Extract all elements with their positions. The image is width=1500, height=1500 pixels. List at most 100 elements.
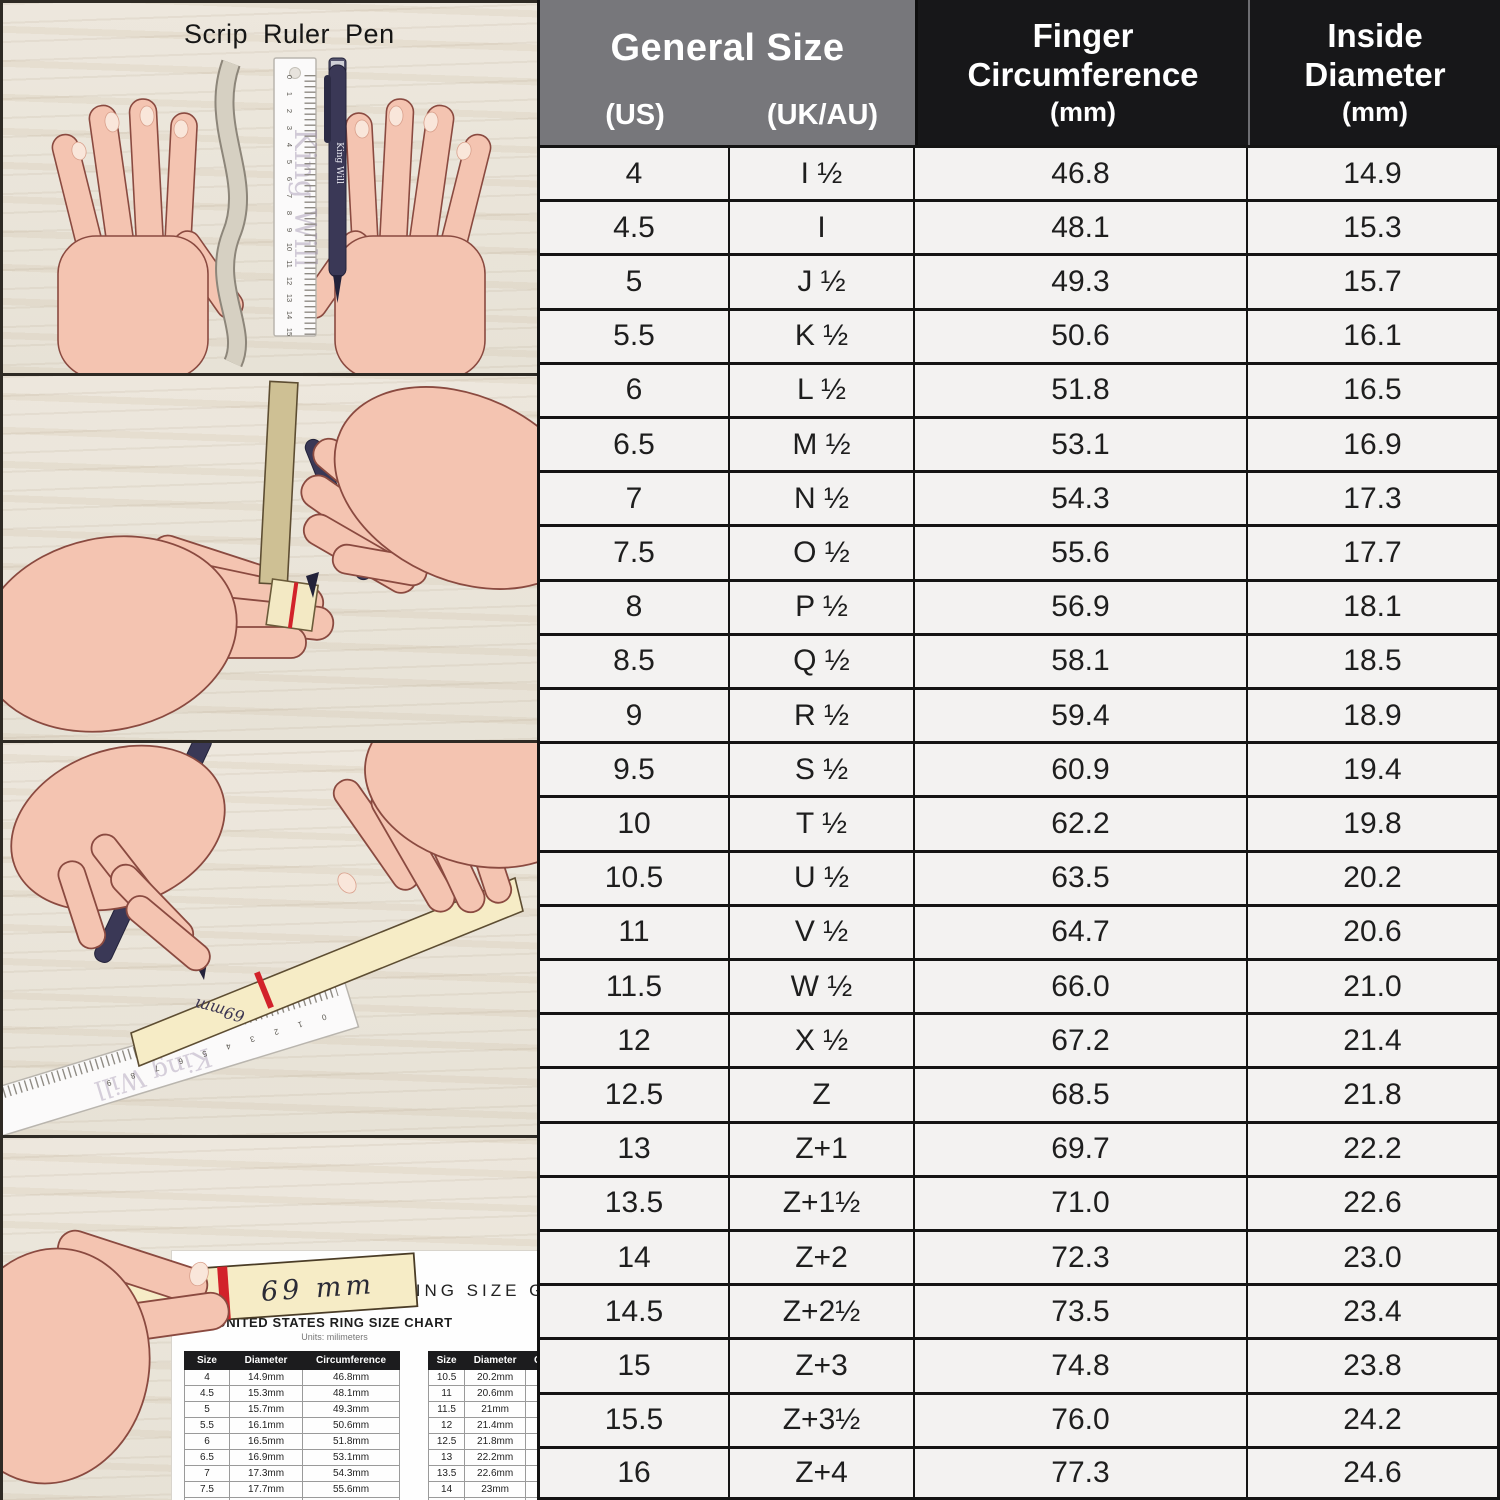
cell-ukau-size: S ½ xyxy=(730,744,915,796)
pen-brand-text: King Will xyxy=(334,142,344,184)
mini-header-diameter: Diameter xyxy=(229,1351,303,1370)
cell-ukau-size: W ½ xyxy=(730,961,915,1013)
cell-inside-diameter: 18.1 xyxy=(1248,581,1500,633)
mini-table-row: 14 23mm 72.3mm xyxy=(427,1481,537,1498)
cell-ukau-size: X ½ xyxy=(730,1015,915,1067)
mini-cell-diameter: 21.8mm xyxy=(464,1433,527,1450)
ruler-hole xyxy=(289,67,301,79)
mini-table-row: 12.5 21.8mm 68.5mm xyxy=(427,1433,537,1450)
cell-inside-diameter: 18.9 xyxy=(1248,690,1500,742)
table-row: 12 X ½ 67.2 21.4 xyxy=(540,1012,1500,1067)
cell-ukau-size: Z+1½ xyxy=(730,1177,915,1229)
table-row: 5.5 K ½ 50.6 16.1 xyxy=(540,307,1500,362)
cell-ukau-size: O ½ xyxy=(730,527,915,579)
mini-cell-diameter: 17.7mm xyxy=(229,1481,303,1498)
svg-text:5: 5 xyxy=(201,1049,208,1059)
mini-cell-circumference: 51.8mm xyxy=(302,1433,400,1450)
mini-table-row: 6.5 16.9mm 53.1mm xyxy=(184,1449,400,1466)
svg-text:2: 2 xyxy=(285,109,294,113)
ring-size-table: General Size (US) (UK/AU) Finger Circumf… xyxy=(537,0,1500,1500)
cell-inside-diameter: 15.3 xyxy=(1248,202,1500,254)
cell-ukau-size: T ½ xyxy=(730,798,915,850)
cell-us-size: 15.5 xyxy=(540,1394,730,1446)
cell-inside-diameter: 21.4 xyxy=(1248,1015,1500,1067)
cell-ukau-size: Z+3 xyxy=(730,1340,915,1392)
cell-inside-diameter: 19.4 xyxy=(1248,744,1500,796)
mini-cell-diameter: 20.2mm xyxy=(464,1369,527,1386)
cell-finger-circumference: 46.8 xyxy=(915,148,1248,200)
mini-table-row: 13.5 22.6mm 71mm xyxy=(427,1465,537,1482)
table-row: 10.5 U ½ 63.5 20.2 xyxy=(540,849,1500,904)
header-general-size: General Size (US) (UK/AU) xyxy=(540,0,915,145)
mini-cell-size: 6.5 xyxy=(184,1449,230,1466)
mini-header-diameter: Diameter xyxy=(464,1351,527,1370)
paper-strip-illustration xyxy=(214,59,249,368)
cell-us-size: 14.5 xyxy=(540,1286,730,1338)
cell-finger-circumference: 72.3 xyxy=(915,1232,1248,1284)
pen-tip xyxy=(306,572,319,598)
cell-us-size: 8 xyxy=(540,581,730,633)
cell-inside-diameter: 22.6 xyxy=(1248,1177,1500,1229)
ruler-brand-watermark: King Will xyxy=(287,128,322,267)
svg-text:15: 15 xyxy=(285,328,294,336)
mini-table-row: 7 17.3mm 54.3mm xyxy=(184,1465,400,1482)
mini-table-row: 13 22.2mm 69.7mm xyxy=(427,1449,537,1466)
header-inside-diameter: Inside Diameter (mm) xyxy=(1248,0,1500,145)
mini-table-row: 5.5 16.1mm 50.6mm xyxy=(184,1417,400,1434)
table-row: 13.5 Z+1½ 71.0 22.6 xyxy=(540,1174,1500,1229)
mini-table-row: 6 16.5mm 51.8mm xyxy=(184,1433,400,1450)
mini-cell-diameter: 16.5mm xyxy=(229,1433,303,1450)
cell-inside-diameter: 17.7 xyxy=(1248,527,1500,579)
mini-cell-diameter: 14.9mm xyxy=(229,1369,303,1386)
cell-us-size: 15 xyxy=(540,1340,730,1392)
svg-text:7: 7 xyxy=(285,194,294,198)
mini-cell-diameter: 20.6mm xyxy=(464,1385,527,1402)
mini-table-row: 14.5 23.4mm 73.5mm xyxy=(427,1497,537,1500)
mini-cell-circumference: 54.3mm xyxy=(302,1465,400,1482)
cell-ukau-size: P ½ xyxy=(730,581,915,633)
svg-text:0: 0 xyxy=(285,75,294,79)
cell-inside-diameter: 20.2 xyxy=(1248,852,1500,904)
cell-inside-diameter: 16.9 xyxy=(1248,419,1500,471)
paper-strip-illustration xyxy=(130,876,524,1068)
table-body: 4 I ½ 46.8 14.9 4.5 I 48.1 15.3 5 J ½ 49… xyxy=(540,145,1500,1500)
mini-cell-size: 14 xyxy=(427,1481,466,1498)
cell-finger-circumference: 58.1 xyxy=(915,635,1248,687)
cell-inside-diameter: 20.6 xyxy=(1248,906,1500,958)
table-row: 8.5 Q ½ 58.1 18.5 xyxy=(540,632,1500,687)
cell-finger-circumference: 77.3 xyxy=(915,1448,1248,1497)
header-us-label: (US) xyxy=(605,99,665,131)
instruction-panel-materials: Scrip Ruler Pen xyxy=(3,0,537,373)
cell-finger-circumference: 76.0 xyxy=(915,1394,1248,1446)
cell-us-size: 6 xyxy=(540,364,730,416)
cell-us-size: 14 xyxy=(540,1232,730,1284)
cell-finger-circumference: 51.8 xyxy=(915,364,1248,416)
label-pen: Pen xyxy=(345,19,395,49)
mini-cell-circumference: 71mm xyxy=(525,1465,537,1482)
hand-illustration-left xyxy=(3,534,335,733)
red-mark xyxy=(254,971,274,1009)
mini-table-row: 7.5 17.7mm 55.6mm xyxy=(184,1481,400,1498)
hand-illustration-right xyxy=(332,743,537,914)
cell-ukau-size: Z+2½ xyxy=(730,1286,915,1338)
instruction-panel-mark-ruler: King Will 0 1 2 3 4 5 6 7 8 9 xyxy=(3,740,537,1135)
table-row: 14.5 Z+2½ 73.5 23.4 xyxy=(540,1283,1500,1338)
header-inside-mm: (mm) xyxy=(1342,96,1408,127)
cell-inside-diameter: 23.8 xyxy=(1248,1340,1500,1392)
cell-inside-diameter: 18.5 xyxy=(1248,635,1500,687)
cell-ukau-size: Z xyxy=(730,1069,915,1121)
mini-cell-diameter: 16.1mm xyxy=(229,1417,303,1434)
table-row: 5 J ½ 49.3 15.7 xyxy=(540,253,1500,308)
mini-table-row: 11.5 21mm 66mm xyxy=(427,1401,537,1418)
cell-inside-diameter: 22.2 xyxy=(1248,1123,1500,1175)
header-inside-line1: Inside xyxy=(1327,16,1423,54)
mini-cell-circumference: 67.2mm xyxy=(525,1417,537,1434)
table-row: 9.5 S ½ 60.9 19.4 xyxy=(540,741,1500,796)
mini-header-size: Size xyxy=(184,1351,230,1370)
table-row: 14 Z+2 72.3 23.0 xyxy=(540,1229,1500,1284)
paper-strip-band xyxy=(265,578,320,632)
mini-cell-size: 14.5 xyxy=(427,1497,466,1500)
cell-finger-circumference: 71.0 xyxy=(915,1177,1248,1229)
